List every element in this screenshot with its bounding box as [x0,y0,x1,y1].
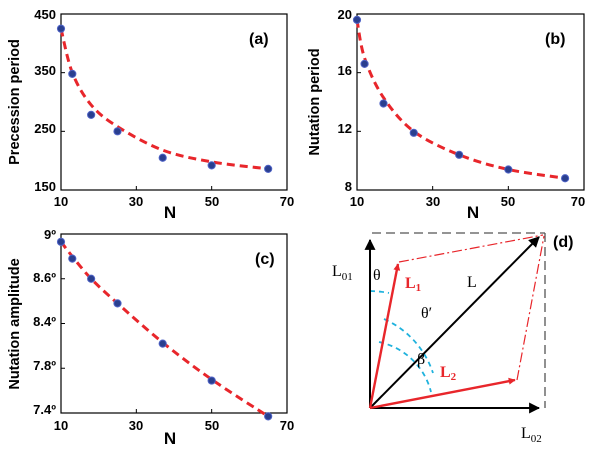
panel-b-ytick-label: 8 [345,179,352,194]
panel-d-vector-diagram: (d) L01 L02 L L1 L2 θ θ′ β [332,232,573,445]
panel-c-label: (c) [255,251,275,268]
panel-b-xtick-label: 30 [426,194,440,209]
panel-a-xtick-label: 70 [280,194,294,209]
panel-a-frame [60,13,288,191]
panel-c-data-point [56,237,66,246]
panel-c-xtick-label: 70 [280,418,294,433]
panel-a: 150 250 350 450 10 30 50 70 N Precession… [7,7,294,222]
l01-label: L01 [332,263,353,283]
panel-b-frame [356,13,585,191]
panel-a-xtick-label: 10 [54,194,68,209]
panel-c: 7.4º 7.8º 8.4º 8.6º 9º 10 30 50 70 N Nut… [7,227,294,448]
panel-c-ytick-label: 8.6º [33,270,56,285]
panel-c-x-axis-label: N [164,429,176,448]
panel-a-x-axis-label: N [164,203,176,222]
panel-a-xtick-label: 50 [205,194,219,209]
panel-b-data-point [379,99,388,108]
panel-c-data-point [158,339,167,348]
theta-prime-arc [383,318,434,374]
panel-b-data-point [360,59,369,68]
panel-c-ytick-label: 9º [44,227,56,242]
beta-arc [378,341,432,393]
panel-a-data-point [264,164,273,173]
panel-b-label: (b) [545,31,565,48]
panel-c-marks [56,233,288,421]
panel-a-ytick-label: 150 [34,179,56,194]
panel-a-data-point [56,24,66,33]
beta-label: β [417,351,425,368]
l-label: L [467,274,477,291]
panel-b-marks [352,13,585,191]
panel-a-ytick-label: 350 [34,63,56,78]
panel-c-data-point [68,254,77,263]
theta-arc [369,290,390,294]
panel-a-xtick-label: 30 [129,194,143,209]
theta-label: θ [373,267,381,284]
panel-c-xtick-label: 50 [205,418,219,433]
panel-a-data-point [158,153,167,162]
panel-b-y-axis-label: Nutation period [307,48,323,155]
panel-a-ytick-label: 250 [34,121,56,136]
theta-prime-label: θ′ [421,305,432,322]
panel-b-ytick-label: 16 [338,63,352,78]
panel-b-data-point [504,165,513,174]
panel-a-data-point [87,110,96,120]
panel-a-label: (a) [249,31,269,48]
panel-c-ytick-label: 7.4º [33,402,56,417]
l2-label: L2 [440,364,457,383]
panel-a-marks [56,13,288,191]
panel-c-xtick-label: 10 [54,418,68,433]
panel-a-data-point [207,161,216,170]
panel-b-data-point [409,128,418,137]
l-total-vector [369,236,540,409]
panel-c-xtick-label: 30 [129,418,143,433]
panel-b-data-point [455,150,464,159]
panel-b-x-axis-label: N [467,203,479,222]
panel-a-y-axis-label: Precession period [7,39,23,165]
l2-vector [369,377,516,410]
panel-b-data-point [352,15,362,24]
panel-a-data-point [113,127,122,136]
l1-vector [368,263,401,409]
panel-c-frame [60,233,288,414]
panel-c-y-axis-label: Nutation amplitude [7,258,23,389]
panel-b-xtick-label: 10 [350,194,364,209]
panel-d-label: (d) [553,234,573,251]
panel-c-fit-curve [59,240,269,418]
panel-a-ytick-label: 450 [34,7,56,22]
panel-c-ytick-label: 7.8º [33,358,56,373]
panel-c-data-point [207,376,216,385]
l02-label: L02 [521,425,542,445]
panel-c-data-point [113,299,122,308]
panel-b-ytick-label: 12 [338,121,352,136]
panel-c-ytick-label: 8.4º [33,314,56,329]
panel-b-data-point [560,174,570,183]
panel-c-data-point [264,412,273,421]
parallelogram-top-edge [398,234,544,263]
parallelogram-right-edge [516,235,545,381]
panel-b-xtick-label: 70 [571,194,585,209]
panel-b-xtick-label: 50 [501,194,515,209]
panel-a-data-point [68,69,77,78]
panel-a-fit-curve [59,28,269,171]
l1-label: L1 [405,275,421,294]
panel-b: 8 12 16 20 10 30 50 70 N Nutation period… [307,7,585,222]
panel-b-ytick-label: 20 [338,7,352,22]
panel-c-data-point [87,274,96,283]
